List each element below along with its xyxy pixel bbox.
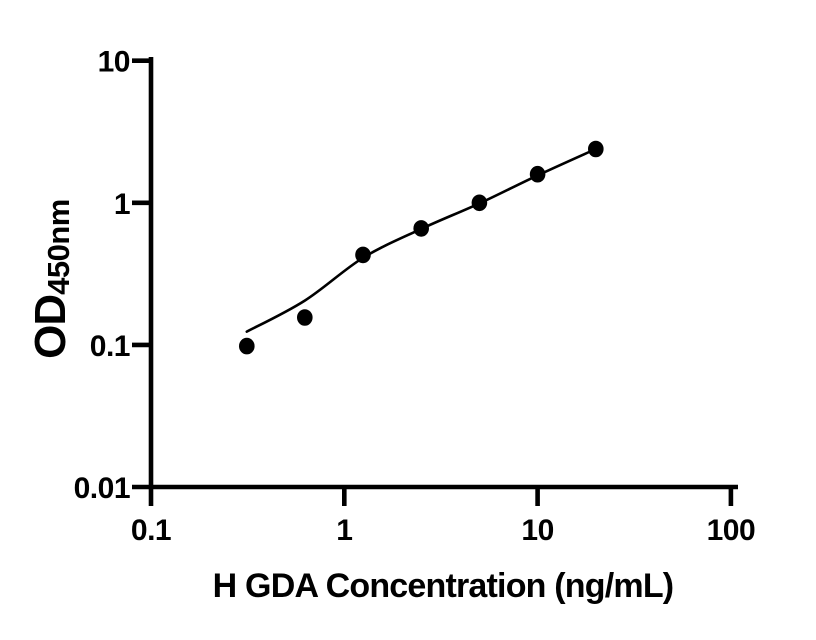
y-tick-label: 0.01 bbox=[74, 472, 130, 505]
data-point bbox=[413, 220, 430, 237]
axis-ticks bbox=[132, 58, 734, 506]
x-tick-label: 10 bbox=[521, 514, 553, 547]
data-point bbox=[588, 140, 604, 158]
data-point bbox=[471, 194, 488, 212]
axes bbox=[148, 57, 738, 490]
y-axis-title-main: OD bbox=[26, 295, 75, 359]
data-point bbox=[239, 337, 255, 355]
y-axis-title: OD450nm bbox=[26, 199, 76, 359]
data-point bbox=[297, 309, 313, 326]
data-point bbox=[355, 246, 371, 264]
axis-spines bbox=[148, 57, 738, 490]
y-tick-label: 0.1 bbox=[90, 330, 130, 363]
data-points bbox=[239, 140, 604, 355]
x-tick-label: 1 bbox=[336, 514, 352, 547]
x-tick-label: 0.1 bbox=[131, 514, 171, 547]
y-tick-label: 1 bbox=[114, 188, 130, 221]
data-point bbox=[529, 165, 546, 183]
x-tick-label: 100 bbox=[707, 514, 756, 547]
x-axis-title: H GDA Concentration (ng/mL) bbox=[213, 567, 674, 605]
y-axis-title-subscript: 450nm bbox=[41, 199, 76, 295]
y-tick-label: 10 bbox=[98, 46, 130, 79]
